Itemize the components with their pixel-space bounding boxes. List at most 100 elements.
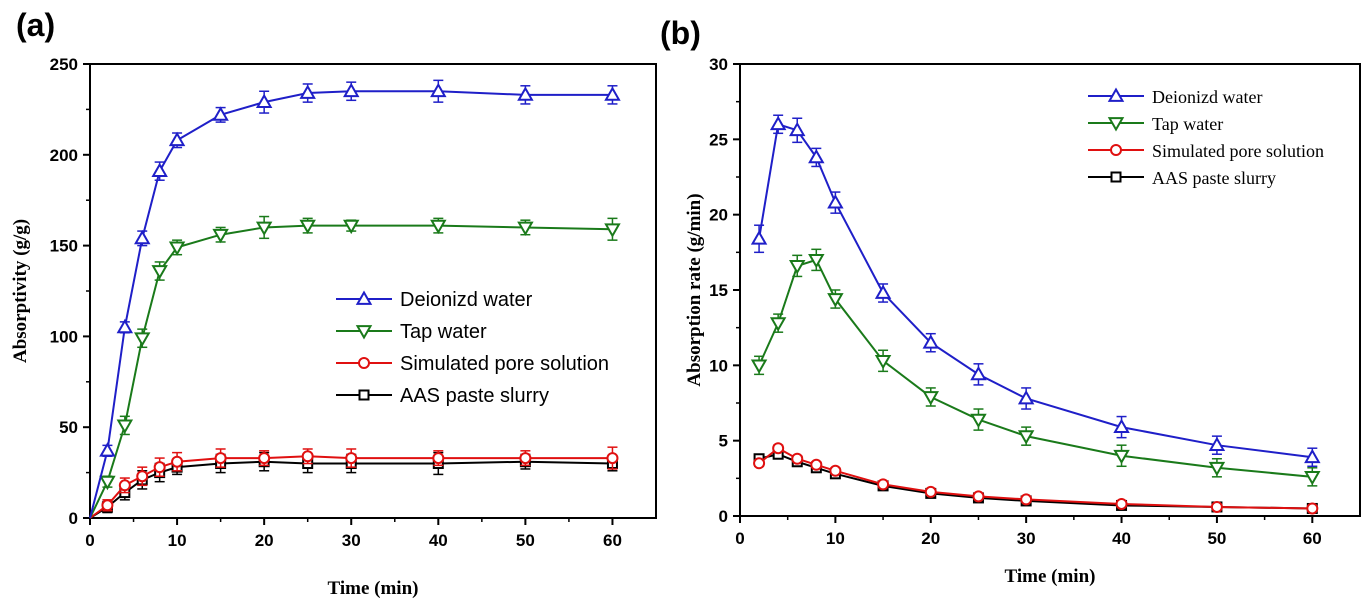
- data-point: [345, 452, 358, 465]
- legend-label: AAS paste slurry: [400, 385, 549, 407]
- data-point: [810, 458, 823, 471]
- data-point: [430, 82, 447, 98]
- data-point: [922, 334, 939, 349]
- data-point: [769, 115, 787, 131]
- legend-marker: [358, 357, 370, 369]
- y-axis-title: Absorptivity (g/g): [10, 219, 31, 363]
- data-point: [772, 442, 785, 455]
- data-point: [255, 221, 273, 236]
- data-point: [829, 464, 842, 477]
- data-point: [922, 391, 939, 406]
- panel-label-a: (a): [16, 7, 55, 43]
- y-tick-label: 0: [69, 509, 78, 528]
- data-point: [1208, 436, 1226, 452]
- data-point: [171, 455, 184, 468]
- data-point: [1113, 418, 1130, 433]
- data-point: [1306, 502, 1319, 515]
- legend-label: Simulated pore solution: [1152, 141, 1324, 161]
- data-point: [301, 450, 314, 463]
- data-point: [432, 452, 445, 465]
- data-point: [750, 359, 768, 374]
- x-tick-label: 10: [168, 531, 187, 550]
- data-point: [1115, 497, 1128, 510]
- data-point: [827, 293, 844, 308]
- data-point: [604, 86, 621, 101]
- data-point: [517, 86, 534, 101]
- data-point: [1113, 449, 1130, 465]
- x-axis-title: Time (min): [328, 578, 419, 599]
- legend-marker: [1110, 171, 1122, 183]
- data-point: [116, 419, 134, 434]
- series-2: [89, 446, 619, 519]
- data-point: [874, 284, 892, 299]
- legend-label: Deionizd water: [400, 289, 533, 311]
- y-tick-label: 0: [719, 507, 728, 526]
- data-point: [1017, 389, 1035, 405]
- x-tick-label: 50: [1207, 529, 1226, 548]
- legend: Deionizd water Tap water Simulated pore so…: [336, 289, 609, 407]
- data-point: [430, 219, 447, 235]
- data-point: [258, 452, 271, 465]
- chart-b: 0 10 20 30 40 50 60 0 5 10 15 20 25 30 Time (min) Absor…: [684, 55, 1361, 587]
- x-tick-label: 40: [429, 531, 448, 550]
- data-point: [343, 82, 360, 98]
- data-point: [1017, 430, 1035, 445]
- x-tick-label: 50: [516, 531, 535, 550]
- legend-label: Simulated pore solution: [400, 353, 609, 375]
- legend-marker: [1107, 117, 1125, 132]
- data-point: [1304, 470, 1321, 486]
- data-point: [134, 332, 151, 347]
- data-point: [151, 265, 168, 280]
- data-point: [153, 461, 166, 474]
- series-1: [750, 248, 1321, 487]
- data-point: [299, 84, 316, 99]
- legend-marker: [355, 325, 373, 340]
- y-tick-label: 30: [709, 55, 728, 74]
- plot-frame: [89, 63, 657, 519]
- y-tick-label: 25: [709, 130, 728, 149]
- data-point: [606, 452, 619, 465]
- data-point: [1210, 500, 1223, 513]
- y-tick-label: 10: [709, 356, 728, 375]
- data-point: [136, 470, 149, 483]
- y-tick-label: 200: [50, 146, 78, 165]
- chart-a: 0 10 20 30 40 50 60 0 50 100 150 200 250 Time (min) Ab…: [10, 55, 657, 599]
- data-point: [1208, 461, 1226, 477]
- x-tick-label: 20: [921, 529, 940, 548]
- data-point: [255, 93, 273, 109]
- legend-label: Deionizd water: [1152, 87, 1262, 107]
- data-point: [924, 485, 937, 498]
- data-point: [151, 162, 168, 178]
- data-point: [214, 452, 227, 465]
- data-point: [972, 490, 985, 503]
- panel-label-b: (b): [660, 15, 701, 51]
- data-point: [808, 148, 825, 164]
- data-point: [168, 241, 186, 256]
- data-point: [769, 317, 787, 332]
- data-point: [168, 131, 186, 147]
- legend-label: AAS paste slurry: [1152, 168, 1276, 188]
- y-tick-label: 15: [709, 281, 728, 300]
- data-point: [116, 318, 134, 334]
- data-point: [970, 365, 987, 381]
- y-axis-title: Absorption rate (g/min): [684, 193, 705, 386]
- data-point: [970, 413, 987, 429]
- series-0: [750, 114, 1321, 468]
- legend-marker: [1110, 144, 1122, 156]
- x-tick-label: 30: [1017, 529, 1036, 548]
- data-point: [753, 457, 766, 470]
- x-axis-title: Time (min): [1005, 566, 1096, 587]
- legend-marker: [358, 389, 370, 401]
- x-tick-label: 30: [342, 531, 361, 550]
- y-tick-label: 5: [719, 432, 728, 451]
- data-point: [750, 230, 768, 245]
- data-point: [874, 354, 892, 370]
- data-point: [604, 223, 621, 238]
- legend-label: Tap water: [1152, 114, 1223, 134]
- series-3: [753, 448, 1318, 514]
- data-point: [1020, 493, 1033, 506]
- y-tick-label: 20: [709, 206, 728, 225]
- series-1: [89, 215, 621, 519]
